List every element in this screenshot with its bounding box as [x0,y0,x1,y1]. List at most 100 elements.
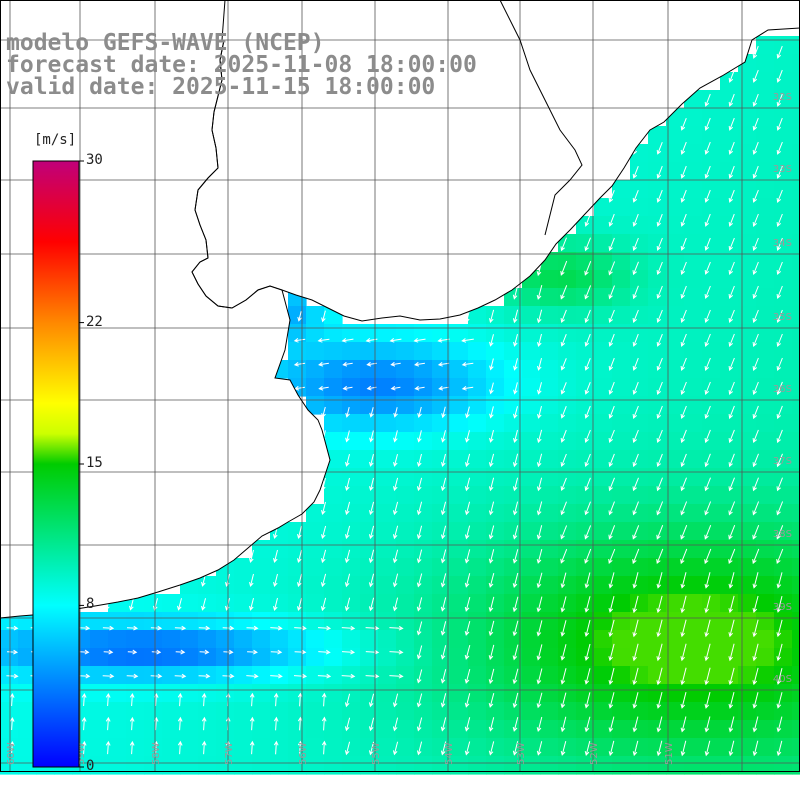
wind-cell [414,684,433,703]
wind-cell [684,756,703,775]
wind-arrow [584,740,591,757]
wind-cell [486,450,505,469]
wind-cell [468,432,487,451]
wind-cell [450,324,469,343]
wind-arrow [560,549,568,564]
wind-arrow [102,673,115,679]
wind-cell [468,324,487,343]
wind-arrow [560,309,567,324]
wind-cell [504,756,523,775]
wind-cell [378,630,397,649]
wind-arrow [728,261,735,275]
wind-arrow [129,740,135,755]
wind-arrow [632,477,639,492]
wind-cell [558,666,577,685]
wind-arrow [776,716,783,733]
wind-arrow [150,673,163,679]
wind-arrow [728,501,736,516]
wind-cell [396,396,415,415]
wind-cell [756,72,775,91]
wind-cell [306,378,325,397]
wind-arrow [560,692,567,709]
wind-cell [450,558,469,577]
wind-cell [324,342,343,361]
wind-cell [288,594,307,613]
wind-cell [126,756,145,775]
wind-cell [702,270,721,289]
wind-arrow [488,692,495,708]
wind-cell [342,594,361,613]
wind-cell [684,252,703,271]
wind-cell [738,486,757,505]
wind-cell [738,72,757,91]
wind-cell [180,684,199,703]
wind-cell [432,648,451,667]
wind-arrow [536,501,543,516]
wind-cell [450,738,469,757]
wind-arrow [680,691,687,709]
wind-arrow [345,477,350,492]
wind-cell [756,342,775,361]
wind-arrow [512,741,519,756]
wind-cell [738,234,757,253]
wind-cell [468,612,487,631]
wind-cell [774,216,793,235]
wind-cell [486,414,505,433]
wind-arrow [776,261,783,275]
wind-cell [792,720,800,739]
wind-cell [792,270,800,289]
wind-arrow [584,285,592,300]
wind-cell [468,720,487,739]
wind-arrow [608,453,615,468]
wind-cell [252,594,271,613]
wind-cell [738,522,757,541]
wind-cell [702,180,721,199]
wind-cell [378,450,397,469]
longitude-label: 60W [6,742,17,765]
wind-cell [630,576,649,595]
wind-cell [540,720,559,739]
wind-cell [630,378,649,397]
wind-arrow [680,572,687,589]
wind-cell [612,612,631,631]
wind-arrow [417,430,422,443]
wind-arrow [198,673,211,679]
wind-cell [576,630,595,649]
wind-arrow [365,673,380,679]
wind-cell [792,306,800,325]
wind-cell [306,684,325,703]
wind-arrow [776,141,783,155]
wind-arrow [632,213,639,227]
wind-cell [756,180,775,199]
wind-cell [702,252,721,271]
wind-arrow [728,165,735,179]
wind-arrow [632,740,639,757]
wind-cell [252,630,271,649]
wind-arrow [392,573,399,588]
wind-cell [144,738,163,757]
wind-cell [234,720,253,739]
wind-cell [684,720,703,739]
wind-cell [486,486,505,505]
wind-arrow [680,189,687,203]
wind-cell [342,432,361,451]
wind-cell [702,378,721,397]
wind-cell [234,558,253,577]
wind-arrow [512,572,519,589]
wind-cell [0,756,19,775]
wind-arrow [465,430,470,443]
wind-cell [468,648,487,667]
wind-cell [540,738,559,757]
wind-arrow [320,573,327,588]
wind-arrow [728,141,735,155]
wind-cell [720,612,739,631]
wind-arrow [704,357,711,371]
wind-cell [684,216,703,235]
wind-cell [792,288,800,307]
wind-cell [666,396,685,415]
wind-cell [504,288,523,307]
wind-cell [720,180,739,199]
wind-cell [666,630,685,649]
wind-cell [630,342,649,361]
